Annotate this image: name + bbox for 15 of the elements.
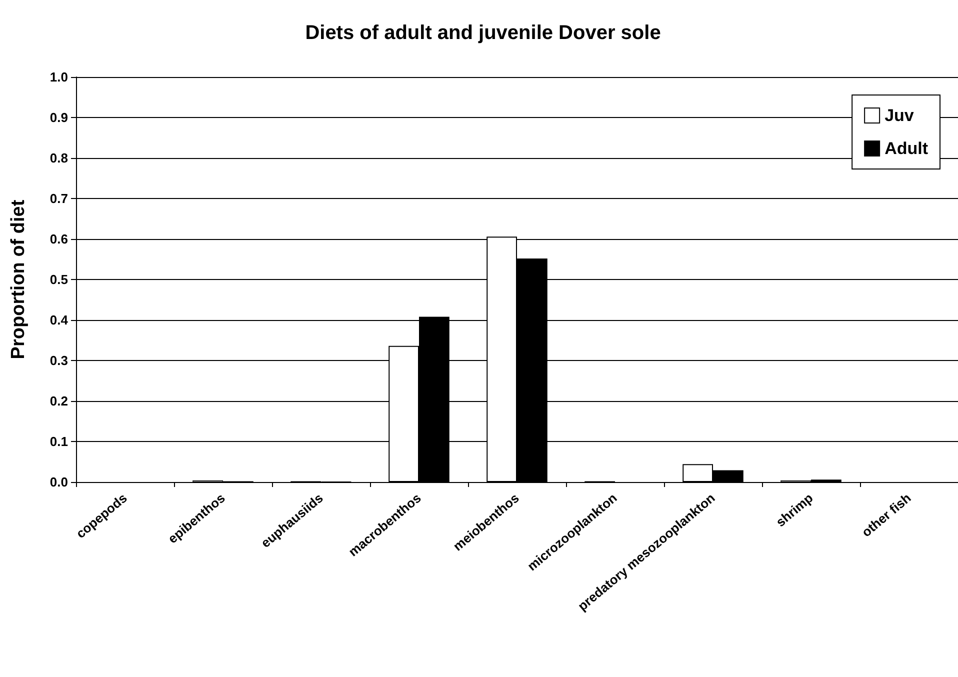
- legend-label: Adult: [884, 139, 928, 158]
- y-tick-label: 0.4: [50, 312, 69, 328]
- y-tick-label: 1.0: [50, 70, 68, 84]
- y-tick-label: 0.0: [50, 474, 68, 490]
- y-tick-label: 0.1: [50, 434, 68, 449]
- y-axis-title: Proportion of diet: [8, 199, 29, 360]
- chart-title: Diets of adult and juvenile Dover sole: [305, 22, 661, 44]
- y-tick-label: 0.7: [50, 191, 68, 206]
- y-tick-label: 0.9: [50, 110, 68, 125]
- legend-label: Juv: [884, 106, 914, 125]
- y-tick-label: 0.6: [50, 232, 68, 246]
- y-tick-label: 0.5: [50, 272, 68, 287]
- y-tick-label: 0.2: [50, 394, 68, 408]
- y-tick-label: 0.8: [50, 150, 68, 166]
- y-tick-label: 0.3: [50, 353, 68, 368]
